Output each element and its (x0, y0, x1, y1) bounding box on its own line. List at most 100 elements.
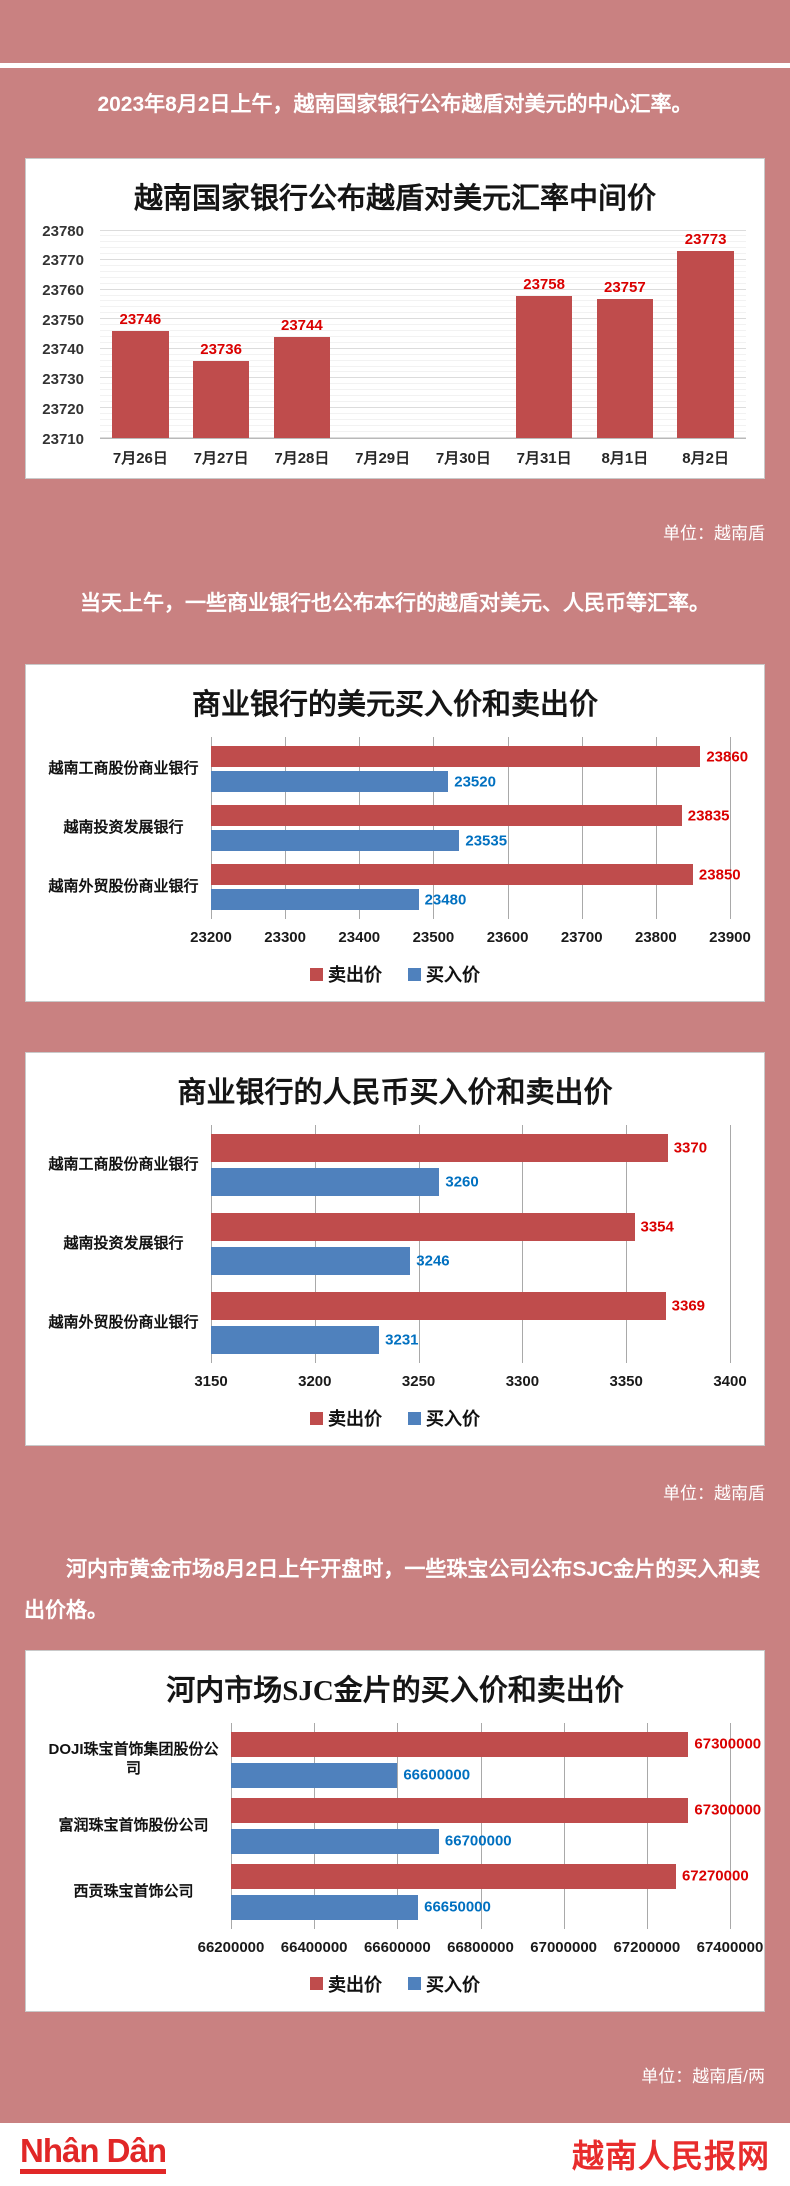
legend-label: 买入价 (426, 965, 480, 985)
x-tick-label: 23800 (634, 929, 677, 946)
bar: 23757 (596, 279, 654, 438)
footer: Nhân Dân 越南人民报网 (0, 2122, 790, 2186)
legend-item: 买入价 (408, 1405, 480, 1431)
gridline (100, 288, 746, 290)
x-axis-labels: 66200000 66400000 66600000 66800000 67000000… (198, 1938, 764, 1959)
site-name: 越南人民报网 (571, 2138, 770, 2175)
bar-slot: 23758 (504, 231, 585, 438)
category-label: 越南工商股份商业银行 (48, 1155, 199, 1173)
gridline (730, 737, 731, 919)
gridline (100, 282, 746, 284)
gridline (285, 737, 287, 919)
intro-paragraph-gold: 河内市黄金市场8月2日上午开盘时，一些珠宝公司公布SJC金片的买入和卖出价格。 (24, 1558, 761, 1622)
bar-value-label: 23744 (281, 316, 323, 334)
bar: 23746 (112, 311, 169, 438)
bar-value-label: 3231 (385, 1331, 419, 1349)
bar-value-label: 23835 (687, 807, 730, 824)
legend-swatch (310, 1977, 323, 1991)
bar-slot: 23736 (181, 231, 262, 438)
bars: 23860 23520 (211, 746, 748, 792)
chart-rows: 越南工商股份商业银行 3370 3260 越南投资发展银行 3354 3246 越南外贸股份… (36, 1134, 754, 1354)
legend-label: 卖出价 (328, 1409, 382, 1429)
gridline (563, 1722, 565, 1929)
gridline (522, 1125, 524, 1363)
sell-bar (211, 864, 693, 885)
x-axis-labels: 23200 23300 23400 23500 23600 23700 23800 23900 (190, 929, 751, 949)
bar-value-label: 23746 (119, 311, 162, 329)
buy-bar (231, 1762, 398, 1788)
bar-line: 3369 (211, 1292, 730, 1320)
bar-slot: 23746 (100, 231, 181, 438)
gridline (100, 335, 746, 337)
gridline (100, 276, 746, 278)
gridline (100, 247, 746, 249)
gridline (100, 241, 746, 243)
nhandan-logo: Nhân Dân (20, 2134, 167, 2175)
plot-area: DOJI珠宝首饰集团股份公司 67300000 66600000 富润珠宝首饰股份公司… (36, 1722, 761, 1929)
bar-slot (342, 231, 423, 438)
buy-bar (211, 889, 419, 910)
legend-label: 买入价 (426, 1409, 480, 1429)
sell-bar (211, 746, 701, 767)
bar-line: 23520 (211, 771, 730, 792)
bar-value-label: 3369 (671, 1297, 706, 1315)
gridline (581, 737, 583, 919)
bar-line: 67300000 (231, 1731, 761, 1757)
buy-bar (211, 1247, 411, 1275)
y-tick-label: 23760 (42, 281, 84, 299)
gridline (100, 270, 746, 272)
gridline (100, 401, 746, 403)
gridline (100, 259, 746, 261)
intro-paragraph-central-rate: 2023年8月2日上午，越南国家银行公布越盾对美元的中心汇率。 (97, 93, 693, 116)
legend: 卖出价 买入价 (36, 961, 754, 987)
chart-row: 越南工商股份商业银行 23860 23520 (36, 746, 754, 792)
bar-line: 23835 (211, 805, 730, 826)
chart-panel-usd: 商业银行的美元买入价和卖出价 越南工商股份商业银行 23860 23520 越南投资发… (25, 664, 765, 1002)
x-tick-label: 66400000 (280, 1938, 348, 1956)
buy-bar (211, 1168, 440, 1196)
x-tick-label: 8月1日 (601, 449, 649, 467)
bar-line: 23850 (211, 864, 741, 885)
bar-value-label: 66650000 (424, 1898, 491, 1916)
gridline (100, 383, 746, 385)
plot-area: 23710 23720 23730 23740 23750 23760 23770 23780… (36, 223, 754, 448)
chart-panel-central-rate: 越南国家银行公布越盾对美元汇率中间价 23710 23720 23730 23740 2… (25, 157, 765, 479)
chart-title-gold: 河内市场SJC金片的买入价和卖出价 (166, 1674, 624, 1707)
chart-row: 越南工商股份商业银行 3370 3260 (36, 1134, 754, 1196)
chart-row: 越南投资发展银行 3354 3246 (36, 1213, 754, 1275)
gridline (100, 294, 746, 296)
unit-note-dong-2: 单位：越南盾 (663, 1484, 765, 1503)
bar-value-label: 66600000 (403, 1766, 471, 1784)
x-tick-label: 3150 (194, 1373, 228, 1390)
gridlines (231, 1722, 731, 1929)
category-label: 越南工商股份商业银行 (48, 759, 199, 777)
gridline (397, 1722, 399, 1929)
category-label: 富润珠宝首饰股份公司 (58, 1816, 209, 1834)
gridline (100, 341, 746, 343)
x-tick-label: 7月29日 (355, 449, 411, 467)
bar-line: 23480 (211, 889, 730, 910)
bar-value-label: 23520 (454, 773, 496, 790)
x-tick-label: 66800000 (447, 1938, 514, 1956)
sell-bar (231, 1731, 689, 1757)
category-label: 越南外贸股份商业银行 (48, 877, 199, 895)
chart-row: DOJI珠宝首饰集团股份公司 67300000 66600000 (36, 1731, 761, 1788)
gridline (100, 347, 746, 349)
bar: 23758 (515, 276, 573, 438)
bars: 3369 3231 (211, 1292, 730, 1354)
bar-value-label: 23850 (698, 866, 741, 883)
x-tick-label: 66200000 (197, 1938, 265, 1956)
category-label: 越南投资发展银行 (63, 1234, 184, 1252)
x-tick-label: 23300 (264, 929, 306, 946)
x-tick-label: 3200 (298, 1373, 332, 1390)
sell-bar (211, 805, 682, 826)
y-tick-label: 23770 (42, 252, 84, 270)
legend-item: 买入价 (408, 961, 480, 987)
bar-value-label: 67300000 (694, 1801, 762, 1819)
gridline (507, 737, 509, 919)
y-tick-label: 23710 (42, 430, 84, 448)
chart-panel-cny: 商业银行的人民币买入价和卖出价 越南工商股份商业银行 3370 3260 越南投资发展… (25, 1052, 765, 1446)
category-label: 西贡珠宝首饰公司 (73, 1882, 194, 1900)
sell-bar (231, 1797, 689, 1823)
x-tick-label: 7月26日 (112, 449, 168, 467)
